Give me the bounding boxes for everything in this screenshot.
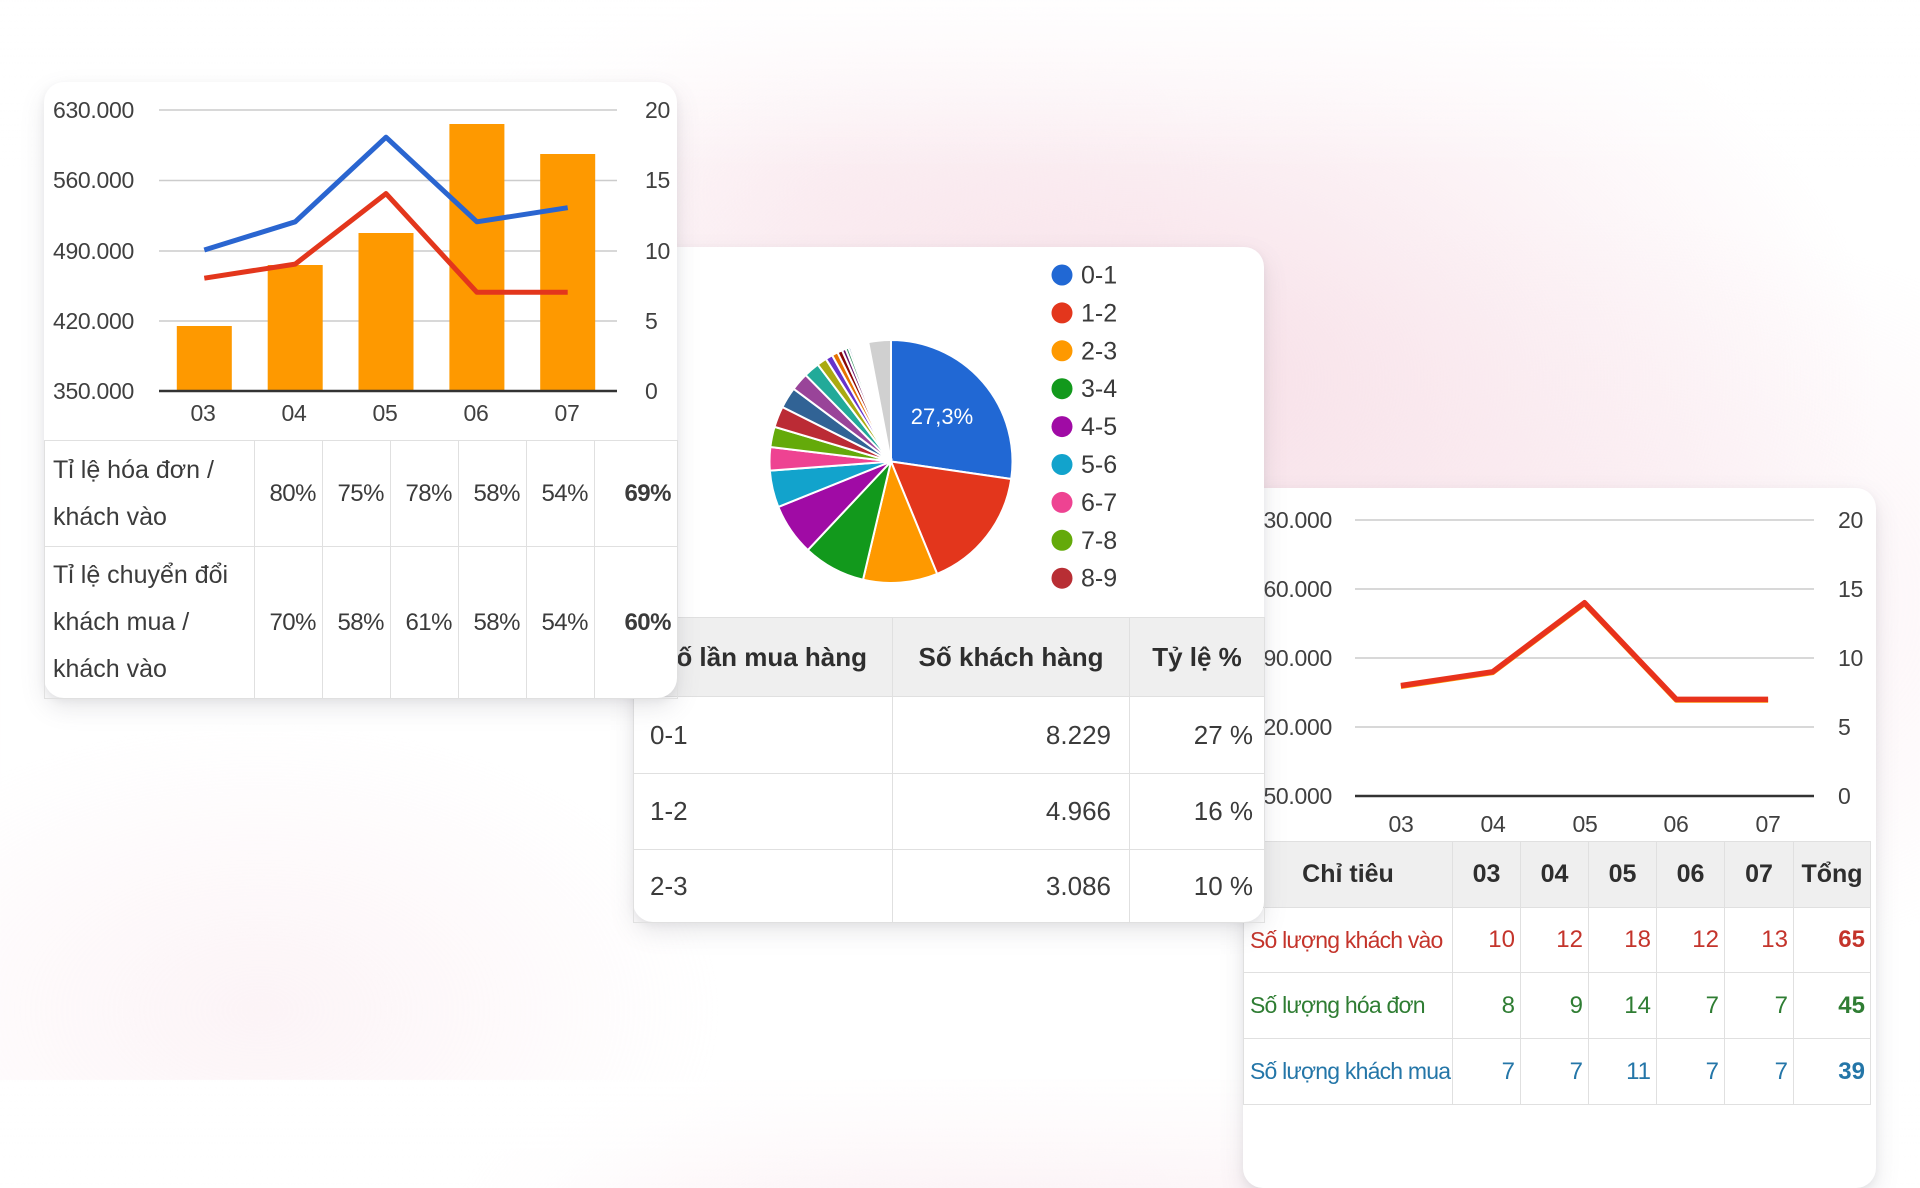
svg-text:350.000: 350.000 [1251, 783, 1332, 809]
svg-text:2-3: 2-3 [1081, 337, 1117, 365]
svg-text:1-2: 1-2 [1081, 299, 1117, 327]
svg-text:07: 07 [555, 400, 580, 426]
svg-text:10: 10 [645, 238, 670, 264]
svg-text:06: 06 [464, 400, 489, 426]
svg-text:04: 04 [1481, 811, 1506, 837]
svg-text:5: 5 [645, 308, 658, 334]
svg-text:03: 03 [1389, 811, 1414, 837]
svg-text:630.000: 630.000 [53, 97, 134, 123]
svg-text:15: 15 [645, 167, 670, 193]
svg-text:6-7: 6-7 [1081, 489, 1117, 517]
svg-text:5: 5 [1838, 714, 1851, 740]
svg-text:8-9: 8-9 [1081, 565, 1117, 593]
svg-text:27,3%: 27,3% [911, 404, 973, 429]
svg-text:5-6: 5-6 [1081, 451, 1117, 479]
svg-text:10: 10 [1838, 645, 1863, 671]
svg-text:490.000: 490.000 [1251, 645, 1332, 671]
svg-text:05: 05 [1573, 811, 1598, 837]
svg-text:0: 0 [645, 378, 658, 404]
svg-text:350.000: 350.000 [53, 378, 134, 404]
svg-text:03: 03 [191, 400, 216, 426]
svg-text:420.000: 420.000 [53, 308, 134, 334]
svg-text:0: 0 [1838, 783, 1851, 809]
svg-text:06: 06 [1664, 811, 1689, 837]
svg-text:05: 05 [373, 400, 398, 426]
svg-text:3-4: 3-4 [1081, 375, 1117, 403]
svg-text:20: 20 [1838, 507, 1863, 533]
svg-text:560.000: 560.000 [53, 167, 134, 193]
svg-text:15: 15 [1838, 576, 1863, 602]
svg-text:7-8: 7-8 [1081, 527, 1117, 555]
svg-text:630.000: 630.000 [1251, 507, 1332, 533]
svg-text:0-1: 0-1 [1081, 262, 1117, 290]
svg-text:20: 20 [645, 97, 670, 123]
svg-text:07: 07 [1756, 811, 1781, 837]
svg-text:490.000: 490.000 [53, 238, 134, 264]
svg-text:420.000: 420.000 [1251, 714, 1332, 740]
svg-text:04: 04 [282, 400, 307, 426]
svg-text:4-5: 4-5 [1081, 413, 1117, 441]
svg-text:560.000: 560.000 [1251, 576, 1332, 602]
